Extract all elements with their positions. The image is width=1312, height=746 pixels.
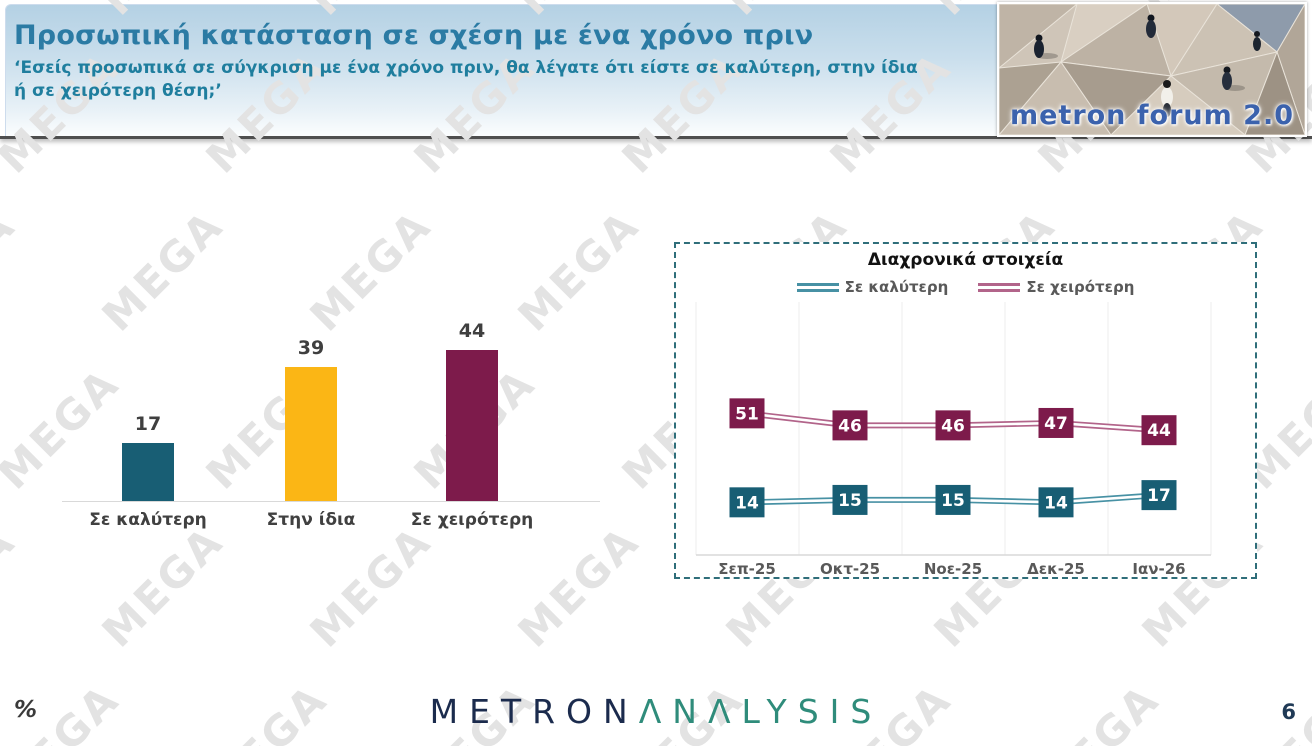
header: Προσωπική κατάσταση σε σχέση με ένα χρόν… [0, 0, 1014, 103]
trend-chart-panel: Διαχρονικά στοιχεία Σε καλύτερη Σε χειρότ… [674, 242, 1257, 579]
data-label: 46 [941, 416, 965, 436]
data-label-box [729, 487, 765, 518]
percent-unit-label: % [14, 697, 38, 723]
data-label-box [729, 398, 765, 429]
bar-category-label: Στην ίδια [266, 510, 356, 530]
data-label: 46 [838, 416, 862, 436]
bar-value-label: 17 [134, 412, 162, 435]
trend-chart-title: Διαχρονικά στοιχεία [867, 250, 1064, 270]
x-axis-label: Νοε-25 [924, 560, 982, 578]
watermark-text: MEGA [92, 200, 233, 341]
legend-item: Σε χειρότερη [978, 278, 1134, 296]
data-label: 44 [1147, 421, 1171, 441]
data-label-box [1141, 480, 1177, 511]
watermark-text: MEGA [300, 516, 441, 657]
legend-swatch-icon [796, 282, 839, 292]
bar [122, 442, 174, 501]
trend-chart-legend: Σε καλύτερη Σε χειρότερη [676, 278, 1255, 296]
legend-swatch-icon [978, 282, 1021, 292]
metron-forum-logo: metron forum 2.0 [1009, 100, 1295, 131]
bar-category-label: Σε καλύτερη [89, 510, 207, 530]
data-label: 15 [838, 491, 862, 511]
data-label: 15 [941, 491, 965, 511]
metron-analysis-logo: METRONΛNΛLYSIS [0, 692, 1312, 731]
mosaic-photo-graphic [999, 4, 1305, 135]
data-label-box [935, 484, 971, 515]
bar-chart: 17 Σε καλύτερη 39 Στην ίδια 44 Σε χειρότερη [62, 320, 600, 530]
bar-value-label: 44 [458, 319, 486, 342]
x-axis-label: Σεπ-25 [718, 560, 776, 578]
survey-question: ‘Εσείς προσωπικά σε σύγκριση με ένα χρόν… [14, 58, 918, 101]
legend-label: Σε χειρότερη [1026, 278, 1135, 296]
bar-value-label: 39 [297, 336, 325, 359]
watermark-text: MEGA [0, 516, 25, 657]
watermark-text: MEGA [92, 516, 233, 657]
data-label-box [1038, 487, 1074, 518]
logo-analysis-part: ΛNΛLYSIS [638, 692, 883, 731]
page-title: Προσωπική κατάσταση σε σχέση με ένα χρόν… [14, 20, 814, 51]
bar [285, 366, 337, 501]
header-photo: metron forum 2.0 [997, 2, 1307, 137]
data-label-box [832, 410, 868, 441]
x-axis-label: Δεκ-25 [1027, 560, 1085, 578]
legend-item: Σε καλύτερη [796, 278, 949, 296]
watermark-text: MEGA [508, 516, 649, 657]
data-label-box [1141, 415, 1177, 446]
watermark-text: MEGA [508, 200, 649, 341]
logo-metron-part: METRON [429, 692, 639, 731]
pedestrian-silhouettes [1034, 14, 1261, 117]
watermark-text: MEGA [300, 200, 441, 341]
data-label-box [832, 484, 868, 515]
bar [446, 349, 498, 501]
data-label-box [935, 410, 971, 441]
x-axis-label: Ιαν-26 [1132, 560, 1185, 578]
bar-category-label: Σε χειρότερη [410, 510, 534, 530]
trend-chart-plot: 14 15 15 14 17 51 46 46 47 44 Σεπ-25 Οκτ-25 Νοε-25 Δε… [695, 302, 1212, 578]
legend-label: Σε καλύτερη [844, 278, 949, 296]
data-label: 14 [735, 493, 759, 513]
data-label-box [1038, 407, 1074, 438]
watermark-text: MEGA [0, 200, 25, 341]
page-number: 6 [1281, 700, 1296, 724]
data-label: 17 [1147, 486, 1171, 506]
data-label: 47 [1044, 414, 1068, 434]
x-axis-label: Οκτ-25 [820, 560, 880, 578]
data-label: 14 [1044, 493, 1068, 513]
data-label: 51 [735, 404, 759, 424]
